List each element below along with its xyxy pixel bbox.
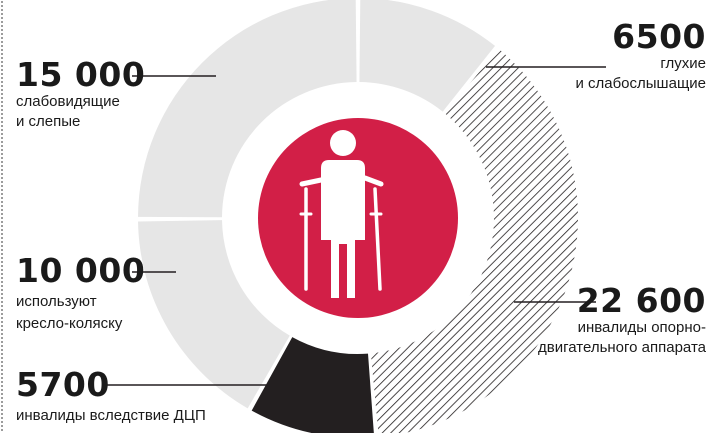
slice-desc-cerebral-palsy-line1: инвалиды вследствие ДЦП (16, 407, 206, 424)
slice-desc-deaf-line1: глухие (660, 55, 706, 72)
slice-desc-wheelchair-line2: кресло-коляску (16, 315, 123, 332)
slice-musculoskeletal (370, 48, 578, 433)
slice-value-cerebral-palsy: 5700 (16, 365, 110, 404)
slice-value-musculoskeletal: 22 600 (576, 281, 706, 320)
slice-desc-musculoskeletal-line1: инвалиды опорно- (577, 319, 706, 336)
slice-wheelchair (138, 220, 290, 409)
slice-desc-wheelchair-line1: используют (16, 293, 97, 310)
slice-blind (138, 0, 357, 218)
slice-label-deaf: 6500 глухие и слабослышащие (520, 20, 706, 94)
slice-label-blind: 15 000 слабовидящие и слепые (16, 58, 145, 132)
slice-label-wheelchair: 10 000 используют кресло-коляску (16, 254, 145, 334)
person-on-crutches-icon (299, 130, 384, 298)
slice-value-blind: 15 000 (16, 55, 146, 94)
slice-label-cerebral-palsy: 5700 инвалиды вследствие ДЦП (16, 368, 206, 426)
slice-desc-musculoskeletal-line2: двигательного аппарата (538, 339, 706, 356)
slice-deaf (359, 0, 496, 112)
slice-value-wheelchair: 10 000 (16, 251, 146, 290)
slice-desc-deaf-line2: и слабослышащие (575, 75, 706, 92)
slice-value-deaf: 6500 (612, 17, 706, 56)
slice-desc-blind-line2: и слепые (16, 113, 81, 130)
slice-desc-blind-line1: слабовидящие (16, 93, 120, 110)
dotted-border (0, 0, 4, 433)
slice-cerebral-palsy (251, 337, 374, 433)
slice-label-musculoskeletal: 22 600 инвалиды опорно- двигательного ап… (470, 284, 706, 358)
